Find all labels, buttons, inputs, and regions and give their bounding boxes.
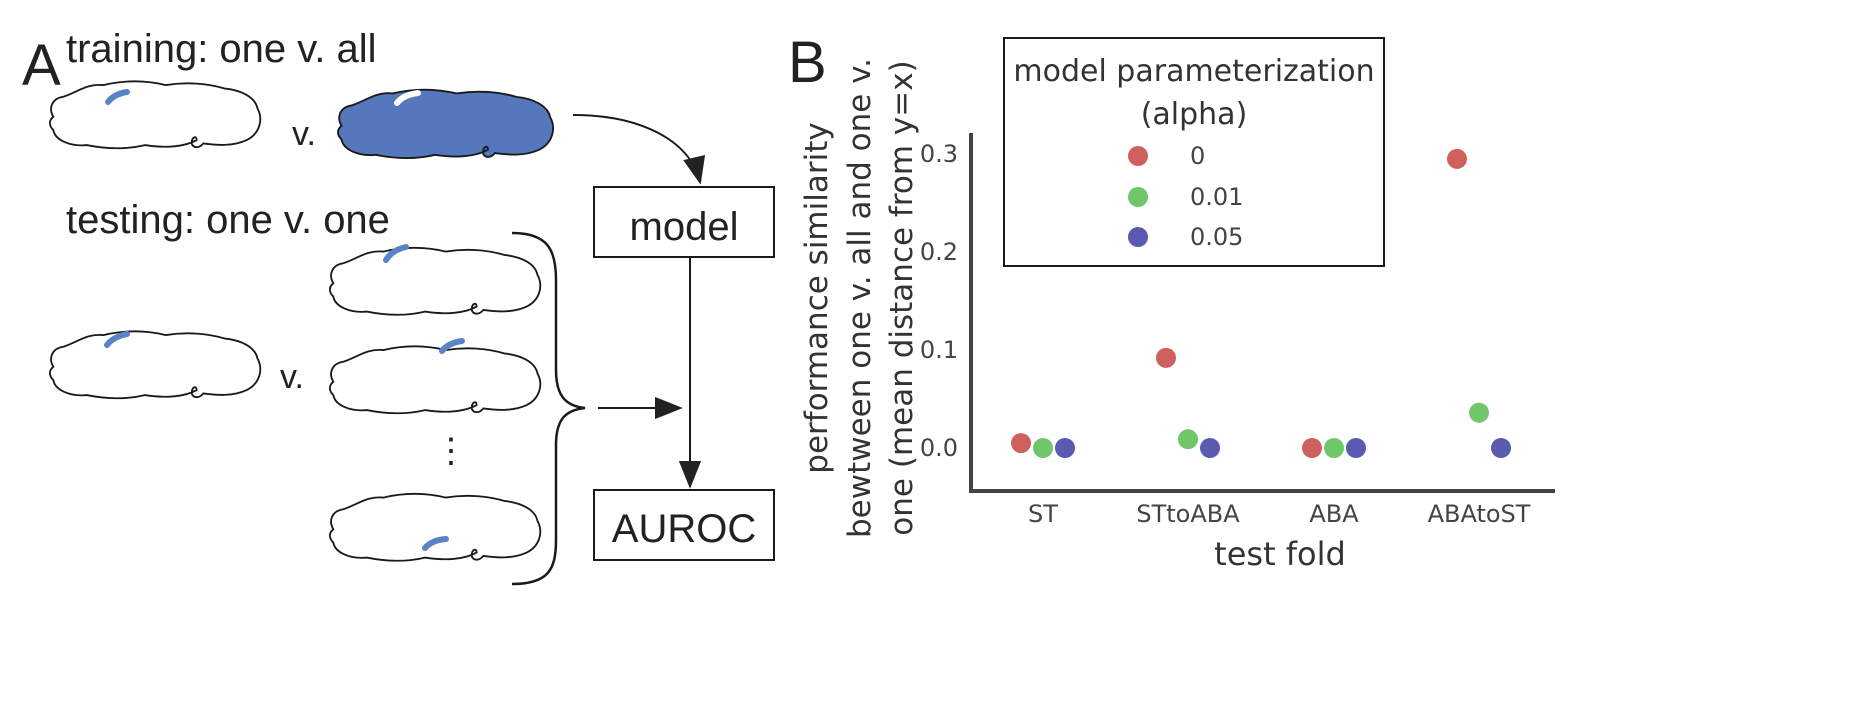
testing-ellipsis: ⋮ bbox=[434, 432, 468, 470]
legend-title-line2: (alpha) bbox=[1141, 97, 1248, 132]
testing-brain-n bbox=[328, 492, 542, 562]
data-point bbox=[1200, 438, 1220, 458]
data-point bbox=[1033, 438, 1053, 458]
legend-title-line1: model parameterization bbox=[1013, 54, 1374, 89]
data-point bbox=[1447, 148, 1467, 169]
data-points bbox=[1011, 148, 1511, 458]
model-label: model bbox=[630, 205, 739, 249]
legend-box bbox=[1003, 37, 1385, 267]
brain-region-mark bbox=[422, 536, 449, 551]
panel-b-letter: B bbox=[788, 30, 827, 95]
y-axis-label-line2: bewtween one v. all and one v. bbox=[842, 58, 878, 538]
brain-region-mark bbox=[383, 244, 409, 263]
x-tick-labels: ST STtoABA ABA ABAtoST bbox=[1028, 500, 1531, 528]
data-point bbox=[1491, 438, 1511, 458]
data-point bbox=[1156, 347, 1176, 368]
legend: model parameterization (alpha) 0 0.01 0.… bbox=[1003, 37, 1385, 267]
data-point bbox=[1178, 429, 1198, 450]
auroc-box bbox=[593, 489, 775, 561]
y-tick-label: 0.2 bbox=[920, 238, 958, 266]
x-tick-label: ST bbox=[1028, 500, 1058, 528]
legend-marker-2 bbox=[1128, 227, 1148, 247]
y-tick-label: 0.1 bbox=[920, 336, 958, 364]
brain-region-mark bbox=[105, 89, 130, 105]
legend-label-1: 0.01 bbox=[1190, 183, 1243, 211]
y-tick-labels: 0.0 0.1 0.2 0.3 bbox=[920, 140, 958, 462]
panel-a-letter: A bbox=[22, 33, 61, 98]
curly-brace bbox=[511, 231, 586, 586]
x-tick-label: ABAtoST bbox=[1428, 500, 1531, 528]
legend-marker-0 bbox=[1128, 146, 1148, 166]
panel-b: B performance similarity bewtween one v.… bbox=[788, 30, 1555, 573]
testing-brain-2 bbox=[328, 338, 542, 415]
y-axis-label-line1: performance similarity bbox=[799, 122, 835, 473]
testing-title: testing: one v. one bbox=[66, 198, 390, 242]
legend-label-0: 0 bbox=[1190, 142, 1205, 170]
panel-a: A training: one v. all v. model AUROC te… bbox=[22, 27, 775, 586]
auroc-label: AUROC bbox=[612, 507, 756, 551]
data-point bbox=[1346, 438, 1366, 458]
model-box bbox=[593, 186, 775, 258]
y-tick-label: 0.3 bbox=[920, 140, 958, 168]
x-axis-label: test fold bbox=[1214, 535, 1346, 573]
training-brain-all bbox=[336, 88, 555, 160]
testing-brain-1 bbox=[328, 244, 542, 316]
legend-marker-1 bbox=[1128, 187, 1148, 207]
y-tick-label: 0.0 bbox=[920, 434, 958, 462]
testing-vs-label: v. bbox=[280, 358, 304, 396]
testing-brain-query bbox=[48, 330, 262, 400]
x-tick-label: ABA bbox=[1309, 500, 1359, 528]
y-axis-label-line3: one (mean distance from y=x) bbox=[884, 60, 920, 535]
training-brain-query bbox=[48, 80, 262, 150]
x-tick-label: STtoABA bbox=[1136, 500, 1240, 528]
data-point bbox=[1011, 433, 1031, 454]
brain-region-mark bbox=[439, 338, 465, 354]
arrow-training-to-model bbox=[572, 114, 706, 185]
brain-region-mark-white bbox=[394, 90, 421, 106]
training-vs-label: v. bbox=[292, 115, 316, 153]
legend-label-2: 0.05 bbox=[1190, 223, 1243, 251]
training-title: training: one v. all bbox=[66, 27, 377, 71]
brain-region-mark bbox=[104, 331, 130, 348]
data-point bbox=[1469, 402, 1489, 423]
data-point bbox=[1324, 438, 1344, 458]
data-point bbox=[1055, 438, 1075, 458]
data-point bbox=[1302, 438, 1322, 458]
